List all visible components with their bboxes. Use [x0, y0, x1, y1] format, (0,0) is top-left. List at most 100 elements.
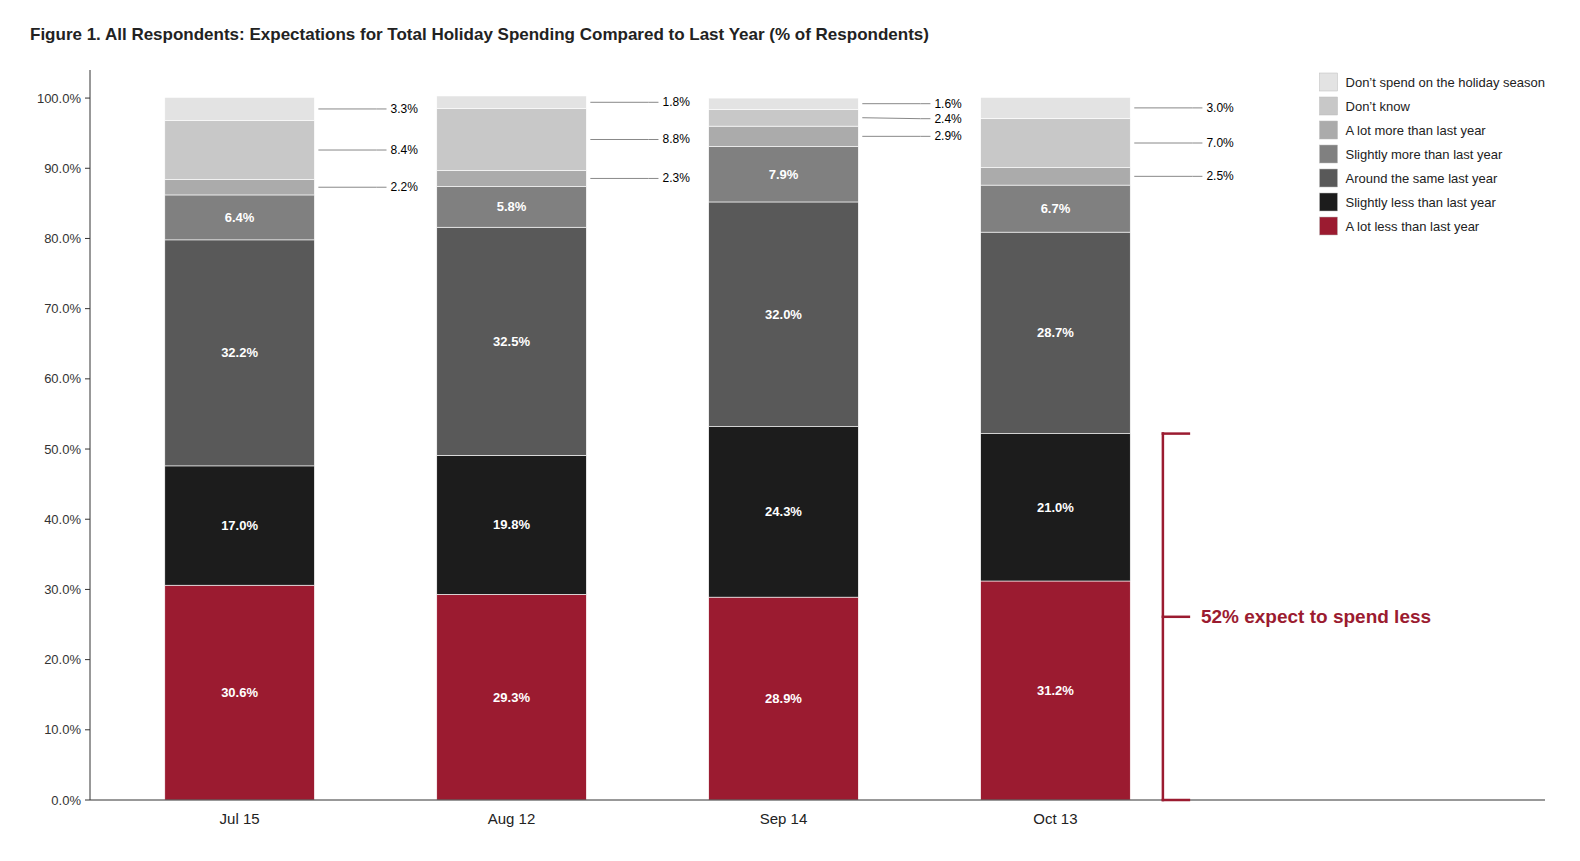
- data-label: 32.0%: [765, 307, 802, 322]
- bar-segment: [981, 185, 1131, 232]
- bar-segment: [709, 109, 859, 126]
- legend-swatch: [1320, 217, 1338, 235]
- data-label: 28.7%: [1037, 325, 1074, 340]
- data-label: 28.9%: [765, 691, 802, 706]
- data-label: 32.2%: [221, 345, 258, 360]
- legend-label: Around the same last year: [1346, 171, 1498, 186]
- y-tick: [85, 378, 90, 379]
- bar-segment: [165, 180, 315, 195]
- leader-line: [318, 187, 386, 188]
- bar-segment: [709, 147, 859, 202]
- legend-swatch: [1320, 169, 1338, 187]
- bar-segment: [165, 240, 315, 466]
- leader-line: [318, 150, 386, 151]
- bars: [165, 96, 1130, 800]
- y-tick-label: 10.0%: [44, 722, 81, 737]
- data-label: 5.8%: [497, 199, 527, 214]
- bar-segment: [709, 427, 859, 598]
- x-tick-label: Oct 13: [1033, 810, 1077, 827]
- labels: 30.6%17.0%32.2%6.4%29.3%19.8%32.5%5.8%28…: [221, 95, 1234, 706]
- data-label: 6.4%: [225, 210, 255, 225]
- annotation-brace: [1163, 434, 1189, 800]
- legend-swatch: [1320, 73, 1338, 91]
- y-tick: [85, 238, 90, 239]
- data-label: 2.9%: [934, 129, 962, 143]
- bar-segment: [981, 97, 1131, 118]
- bar-segment: [165, 97, 315, 120]
- x-tick-label: Sep 14: [760, 810, 808, 827]
- leader-line: [862, 117, 930, 119]
- data-label: 2.3%: [662, 171, 690, 185]
- y-tick: [85, 589, 90, 590]
- bar-segment: [981, 232, 1131, 433]
- leader-line: [1134, 176, 1202, 177]
- y-tick: [85, 98, 90, 99]
- data-label: 24.3%: [765, 504, 802, 519]
- leader-line: [590, 139, 658, 140]
- bar-segment: [709, 597, 859, 800]
- axes: 0.0%10.0%20.0%30.0%40.0%50.0%60.0%70.0%8…: [37, 70, 1545, 827]
- bar-segment: [437, 187, 587, 228]
- data-label: 2.2%: [391, 180, 419, 194]
- y-tick: [85, 800, 90, 801]
- bar-segment: [437, 170, 587, 186]
- y-tick-label: 30.0%: [44, 582, 81, 597]
- data-label: 17.0%: [221, 518, 258, 533]
- data-label: 31.2%: [1037, 683, 1074, 698]
- y-tick-label: 40.0%: [44, 512, 81, 527]
- leader-line: [590, 178, 658, 179]
- y-tick-label: 80.0%: [44, 231, 81, 246]
- legend-swatch: [1320, 193, 1338, 211]
- leader-line: [862, 103, 930, 104]
- annotation: 52% expect to spend less: [1201, 606, 1431, 627]
- x-axis-line: [90, 800, 1545, 801]
- legend-swatch: [1320, 97, 1338, 115]
- chart: Figure 1. All Respondents: Expectations …: [0, 0, 1580, 861]
- data-label: 30.6%: [221, 685, 258, 700]
- bar-segment: [165, 195, 315, 240]
- y-tick-label: 0.0%: [51, 793, 81, 808]
- x-tick-label: Jul 15: [220, 810, 260, 827]
- leader-line: [1134, 107, 1202, 108]
- y-tick: [85, 729, 90, 730]
- brace-line: [1163, 616, 1189, 619]
- data-label: 8.8%: [662, 132, 690, 146]
- legend-swatch: [1320, 145, 1338, 163]
- data-label: 21.0%: [1037, 500, 1074, 515]
- bar-segment: [437, 227, 587, 455]
- y-tick-label: 90.0%: [44, 161, 81, 176]
- legend-label: Slightly more than last year: [1346, 147, 1503, 162]
- title: Figure 1. All Respondents: Expectations …: [30, 25, 929, 44]
- leader-line: [862, 136, 930, 137]
- leader-line: [590, 102, 658, 103]
- bar-segment: [981, 434, 1131, 581]
- data-label: 2.4%: [934, 112, 962, 126]
- data-label: 19.8%: [493, 517, 530, 532]
- brace-line: [1163, 799, 1189, 802]
- y-tick: [85, 659, 90, 660]
- y-tick-label: 50.0%: [44, 442, 81, 457]
- legend-label: Don’t know: [1346, 99, 1411, 114]
- data-label: 29.3%: [493, 690, 530, 705]
- y-tick-label: 20.0%: [44, 652, 81, 667]
- bar-segment: [709, 126, 859, 146]
- y-axis-line: [90, 70, 91, 800]
- leader-line: [318, 108, 386, 109]
- data-label: 2.5%: [1206, 169, 1234, 183]
- data-label: 7.0%: [1206, 136, 1234, 150]
- leader-line: [1134, 143, 1202, 144]
- y-tick: [85, 168, 90, 169]
- data-label: 6.7%: [1041, 201, 1071, 216]
- bar-segment: [437, 96, 587, 109]
- bar-segment: [981, 118, 1131, 167]
- bar-segment: [709, 202, 859, 427]
- legend-swatch: [1320, 121, 1338, 139]
- bar-segment: [165, 466, 315, 585]
- y-tick-label: 70.0%: [44, 301, 81, 316]
- legend: Don’t spend on the holiday seasonDon’t k…: [1320, 73, 1545, 235]
- bar-segment: [437, 109, 587, 171]
- legend-label: Slightly less than last year: [1346, 195, 1497, 210]
- legend-label: A lot less than last year: [1346, 219, 1480, 234]
- legend-label: A lot more than last year: [1346, 123, 1487, 138]
- bar-segment: [709, 98, 859, 109]
